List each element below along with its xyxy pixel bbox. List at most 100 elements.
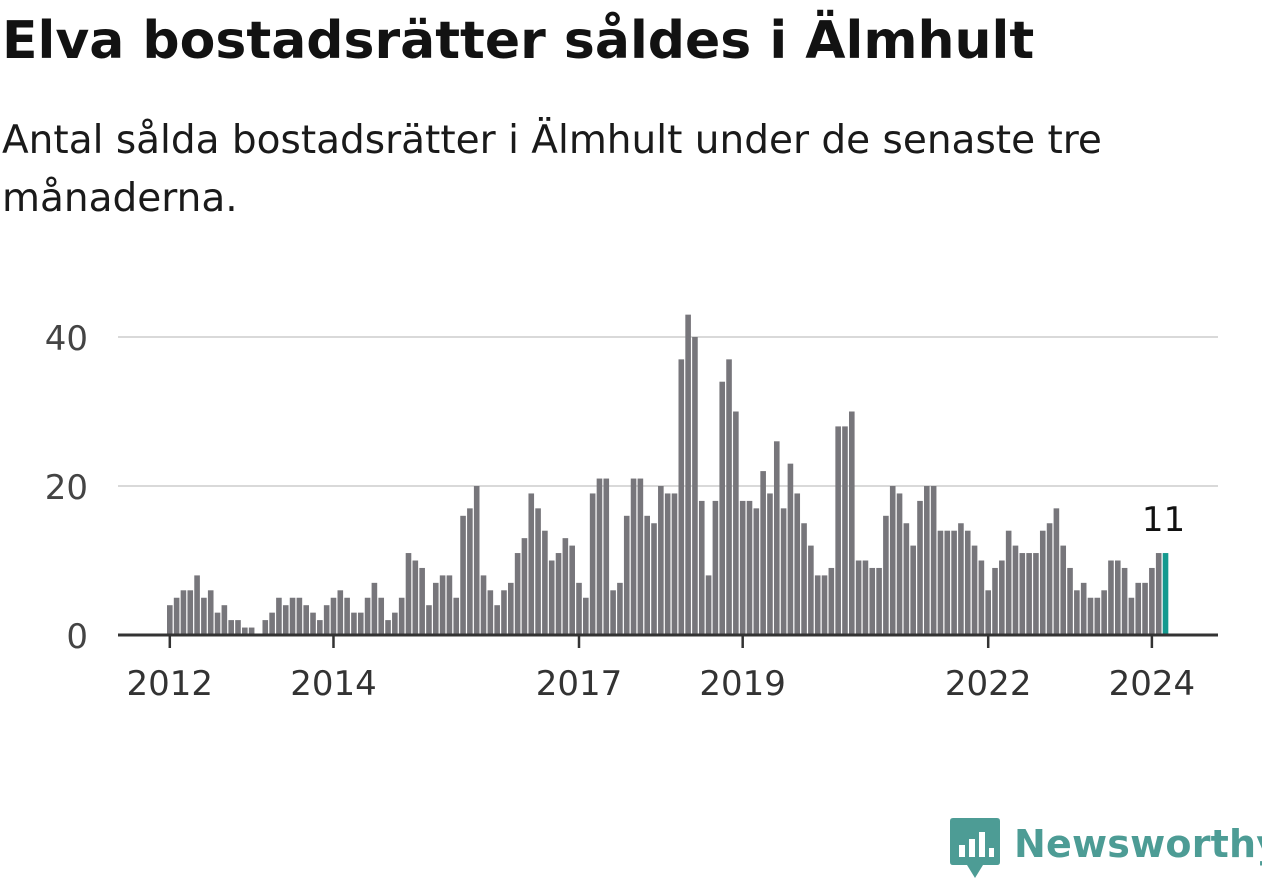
bar — [289, 597, 296, 635]
bar — [773, 441, 780, 635]
bar — [221, 605, 228, 635]
bar — [842, 426, 848, 635]
bar — [780, 508, 787, 635]
newsworthy-logo: Newsworthy — [950, 818, 1262, 880]
bar — [432, 582, 439, 635]
bar — [1060, 545, 1067, 635]
bar-latest — [1162, 553, 1169, 635]
bar — [678, 359, 685, 635]
bar — [1101, 590, 1107, 635]
y-tick-label: 0 — [66, 617, 88, 657]
bar — [296, 597, 303, 635]
bar — [1135, 582, 1142, 635]
bar — [746, 500, 753, 635]
bar — [596, 478, 603, 635]
bar — [583, 597, 589, 635]
bar — [385, 620, 391, 635]
bar — [958, 523, 964, 635]
bar — [1094, 597, 1101, 635]
grid-lines — [118, 336, 1218, 487]
bar — [439, 575, 446, 635]
bar — [1087, 597, 1094, 635]
bar — [330, 597, 337, 635]
bar — [337, 590, 344, 635]
bar — [644, 515, 650, 635]
chart-title: Elva bostadsrätter såldes i Älmhult — [2, 11, 1035, 71]
bar — [610, 590, 616, 635]
bar — [1039, 530, 1046, 635]
bar — [651, 523, 657, 635]
bar — [521, 538, 528, 635]
bar — [562, 538, 569, 635]
bar — [501, 590, 507, 635]
bar — [487, 590, 494, 635]
bar — [207, 590, 214, 635]
bar — [398, 597, 405, 635]
bar — [167, 605, 173, 635]
bar — [603, 478, 610, 635]
bar — [1053, 508, 1060, 635]
x-tick-label: 2024 — [1109, 664, 1196, 704]
bar — [1149, 567, 1155, 635]
bar — [712, 500, 719, 635]
bar — [214, 612, 221, 635]
bar — [862, 560, 869, 635]
bar — [767, 493, 773, 635]
bar — [378, 597, 385, 635]
bar — [623, 515, 630, 635]
bar — [896, 493, 903, 635]
bar — [576, 582, 582, 635]
brand-name: Newsworthy — [1014, 822, 1262, 866]
bar — [698, 500, 705, 635]
bar — [508, 582, 514, 635]
bar — [1074, 590, 1080, 635]
labels: 0 20 40 2012 2014 2017 2019 2022 2024 11 — [45, 319, 1195, 704]
bar — [460, 515, 466, 635]
bar — [1067, 567, 1073, 635]
bar — [248, 627, 255, 635]
bar — [405, 553, 412, 635]
bar — [453, 597, 460, 635]
bar — [944, 530, 951, 635]
bar — [937, 530, 944, 635]
bar — [344, 597, 350, 635]
bar — [528, 493, 535, 635]
bar — [535, 508, 541, 635]
latest-value-label: 11 — [1142, 500, 1185, 540]
bar — [801, 523, 807, 635]
bar — [821, 575, 828, 635]
bar — [392, 612, 398, 635]
bar — [1142, 582, 1148, 635]
bar — [187, 590, 194, 635]
bar — [514, 553, 521, 635]
bar — [739, 500, 746, 635]
bar — [794, 493, 801, 635]
bar — [1005, 530, 1012, 635]
bar — [548, 560, 555, 635]
bar — [924, 486, 930, 635]
bar — [467, 508, 473, 635]
bar — [835, 426, 841, 635]
bar — [1108, 560, 1114, 635]
chart-subtitle: Antal sålda bostadsrätter i Älmhult unde… — [2, 118, 1102, 221]
bar — [889, 486, 896, 635]
bar — [589, 493, 596, 635]
bar — [828, 567, 835, 635]
bar — [637, 478, 644, 635]
bar — [910, 545, 916, 635]
bar — [269, 612, 275, 635]
bar — [930, 486, 937, 635]
bar — [617, 582, 623, 635]
bar — [733, 411, 739, 635]
bar — [849, 411, 855, 635]
bar — [1046, 523, 1053, 635]
bar — [985, 590, 991, 635]
bar — [310, 612, 316, 635]
bar — [1114, 560, 1121, 635]
y-tick-label: 20 — [45, 468, 88, 508]
bar — [978, 560, 985, 635]
bar — [671, 493, 678, 635]
bar — [1155, 553, 1162, 635]
bar — [1012, 545, 1019, 635]
